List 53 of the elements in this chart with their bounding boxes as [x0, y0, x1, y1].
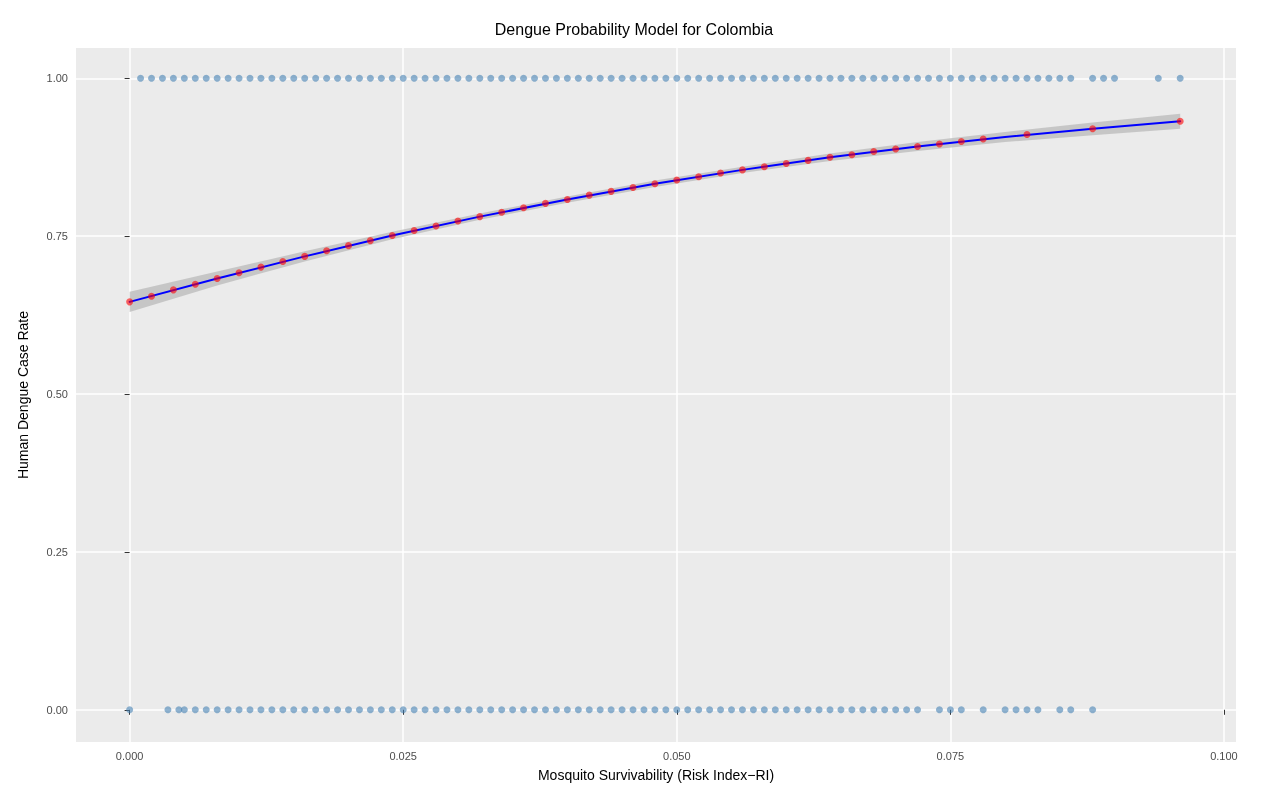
- point: [826, 153, 834, 161]
- point: [520, 204, 528, 212]
- point: [213, 274, 221, 282]
- point: [914, 143, 922, 151]
- point: [388, 232, 396, 240]
- point: [323, 247, 331, 255]
- point: [782, 160, 790, 168]
- point: [148, 292, 156, 300]
- x-tick-label: 0.000: [115, 749, 144, 762]
- chart-title: Dengue Probability Model for Colombia: [494, 20, 774, 38]
- point: [126, 298, 134, 306]
- point: [717, 169, 725, 177]
- point: [892, 145, 900, 153]
- point: [585, 191, 593, 199]
- point: [1089, 125, 1097, 133]
- point: [169, 286, 177, 294]
- point: [695, 173, 703, 181]
- y-tick-label: 0.75: [46, 230, 68, 243]
- point: [345, 242, 352, 250]
- point: [498, 208, 506, 216]
- point: [738, 166, 746, 174]
- point: [979, 135, 987, 143]
- x-tick-label: 0.050: [663, 749, 691, 762]
- y-tick-label: 1.00: [46, 72, 68, 85]
- point: [366, 237, 374, 245]
- point: [191, 280, 199, 288]
- point: [563, 196, 571, 204]
- x-tick-label: 0.100: [1210, 749, 1238, 762]
- point: [804, 156, 812, 164]
- point: [607, 187, 615, 195]
- point: [673, 176, 681, 184]
- y-tick-label: 0.25: [46, 545, 68, 558]
- point: [410, 227, 418, 234]
- x-tick-label: 0.075: [936, 749, 965, 762]
- point: [1176, 117, 1184, 125]
- x-tick-label: 0.025: [389, 749, 417, 762]
- y-axis-title: Human Dengue Case Rate: [15, 310, 31, 480]
- point: [651, 180, 659, 188]
- point: [235, 269, 243, 277]
- point: [848, 151, 856, 159]
- y-tick-label: 0.00: [46, 703, 68, 716]
- point: [541, 199, 549, 207]
- point: [760, 163, 768, 171]
- point: [279, 257, 287, 265]
- y-tick-label: 0.50: [46, 388, 68, 401]
- point: [1023, 131, 1031, 139]
- point: [957, 137, 965, 145]
- point: [935, 140, 943, 148]
- point: [629, 184, 637, 192]
- point: [301, 252, 309, 260]
- point: [476, 213, 484, 221]
- point: [870, 148, 878, 156]
- x-axis-title: Mosquito Survivability (Risk Index−RI): [537, 767, 775, 783]
